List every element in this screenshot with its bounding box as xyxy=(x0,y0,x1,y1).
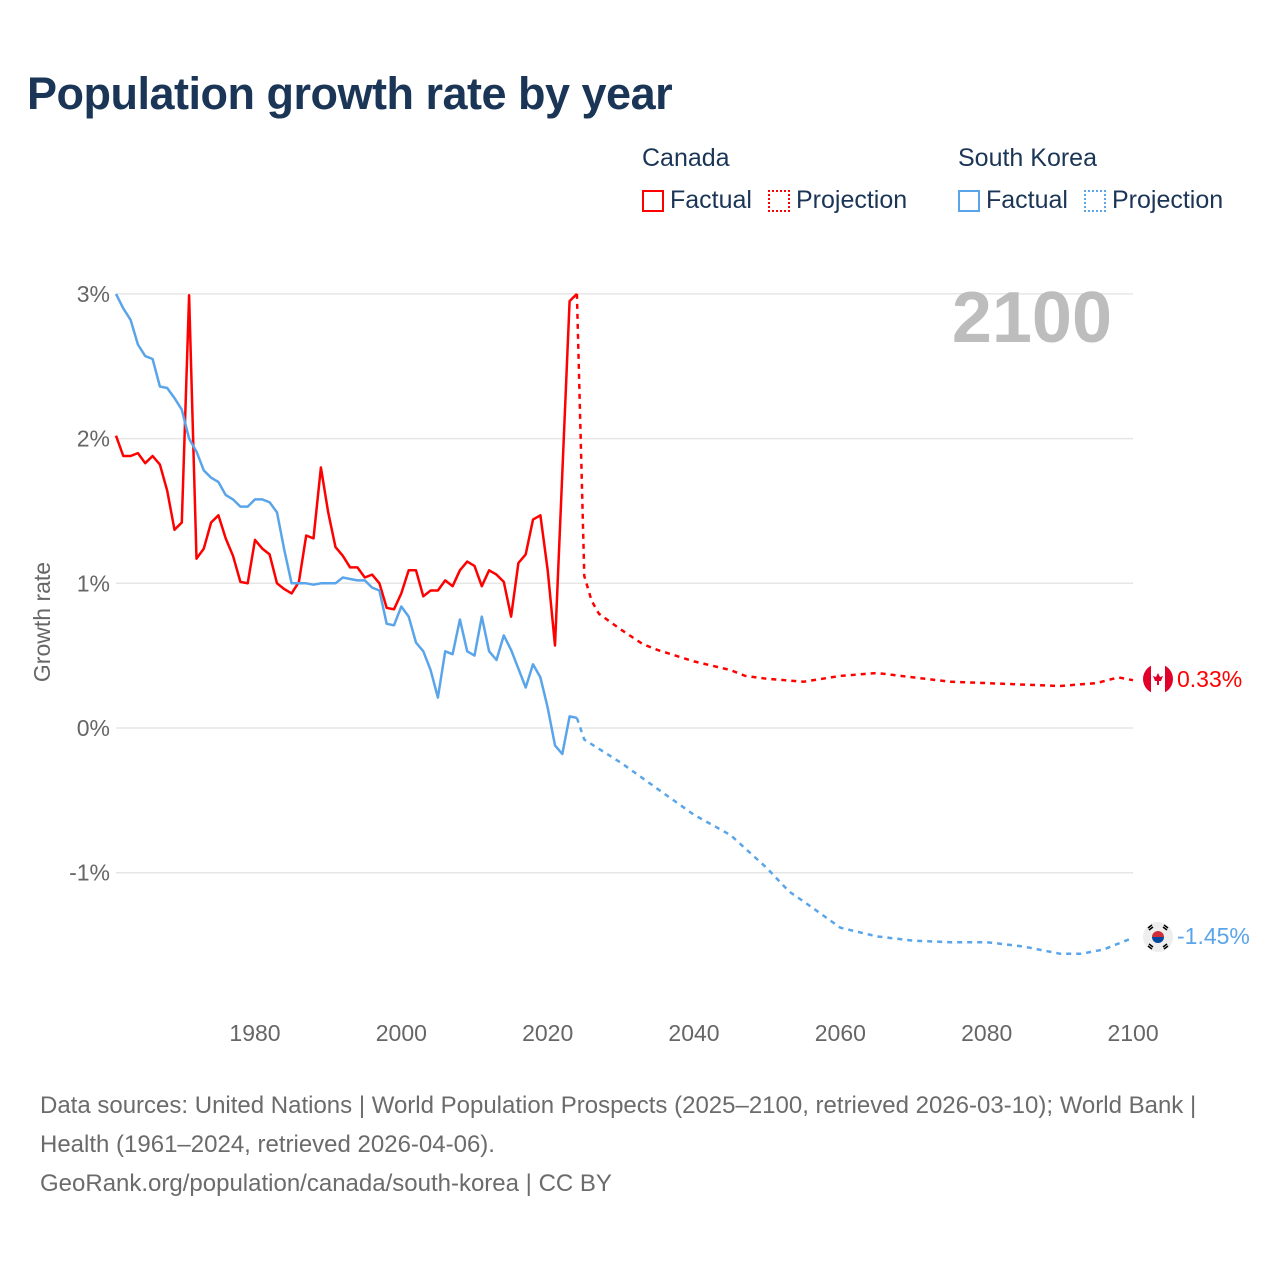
legend-country-label: South Korea xyxy=(958,144,1097,172)
legend-country-label: Canada xyxy=(642,144,730,172)
source-link[interactable]: GeoRank.org/population/canada/south-kore… xyxy=(40,1170,612,1197)
legend-canada: Canada Factual Projection xyxy=(642,144,907,215)
x-tick-label: 2060 xyxy=(815,1020,866,1046)
x-tick-label: 1980 xyxy=(229,1020,280,1046)
year-watermark: 2100 xyxy=(952,278,1112,358)
data-sources: Data sources: United Nations | World Pop… xyxy=(40,1092,1197,1158)
legend-label: Projection xyxy=(1111,186,1224,214)
x-tick-label: 2020 xyxy=(522,1020,573,1046)
y-axis-label: Growth rate xyxy=(29,562,55,682)
y-tick-label: 2% xyxy=(77,426,110,452)
legend-label: Factual xyxy=(670,186,752,214)
chart-title: Population growth rate by year xyxy=(27,68,673,119)
y-tick-label: 1% xyxy=(77,570,110,596)
x-tick-label: 2100 xyxy=(1107,1020,1158,1046)
y-tick-label: 3% xyxy=(77,281,110,307)
x-tick-label: 2000 xyxy=(376,1020,427,1046)
legend-south-korea: South Korea Factual Projection xyxy=(958,144,1223,215)
canada-end-label: 0.33% xyxy=(1177,666,1242,692)
footer: Data sources: United Nations | World Pop… xyxy=(40,1086,1240,1203)
legend-south-korea-factual[interactable]: Factual xyxy=(958,186,1068,215)
south-korea-flag-icon xyxy=(1143,922,1173,952)
dotted-swatch-icon xyxy=(767,189,790,212)
south-korea-end-label: -1.45% xyxy=(1177,923,1250,949)
solid-swatch-icon xyxy=(642,189,664,212)
series-line-south-korea-projection xyxy=(575,717,1134,955)
legend-label: Factual xyxy=(986,186,1068,214)
legend-south-korea-projection[interactable]: Projection xyxy=(1083,186,1224,215)
x-tick-label: 2040 xyxy=(668,1020,719,1046)
legend-canada-factual[interactable]: Factual xyxy=(642,186,752,215)
y-tick-label: 0% xyxy=(77,715,110,741)
x-tick-label: 2080 xyxy=(961,1020,1012,1046)
series-line-south-korea-factual xyxy=(114,293,578,756)
solid-swatch-icon xyxy=(958,189,980,212)
y-tick-label: -1% xyxy=(69,860,110,886)
series-line-canada-factual xyxy=(114,293,578,647)
legend-canada-projection[interactable]: Projection xyxy=(767,186,908,215)
legend-label: Projection xyxy=(795,186,908,214)
series-line-canada-projection xyxy=(575,293,1134,688)
dotted-swatch-icon xyxy=(1083,189,1106,212)
canada-flag-icon xyxy=(1143,664,1173,694)
